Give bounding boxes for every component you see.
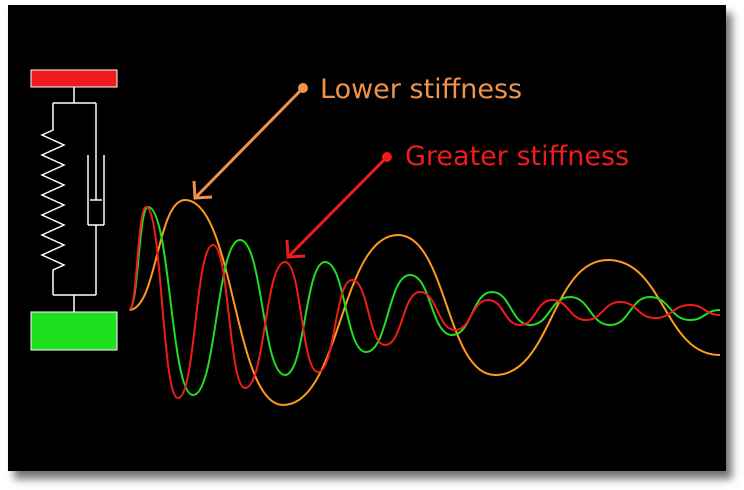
label-greater-stiffness: Greater stiffness — [405, 141, 629, 172]
curve-medium-stiffness — [128, 205, 721, 397]
diagram-frame — [8, 5, 726, 471]
damper — [87, 103, 105, 295]
curve-greater-stiffness — [128, 205, 721, 400]
bottom-mass — [30, 311, 118, 351]
label-lower-stiffness: Lower stiffness — [320, 74, 522, 105]
mass-spring-damper-icon — [30, 69, 118, 351]
spring — [40, 103, 66, 295]
curve-lower-stiffness — [128, 198, 721, 407]
top-mass — [30, 69, 118, 88]
arrow-greater-stiffness — [285, 152, 392, 259]
arrow-lower-stiffness — [192, 83, 308, 200]
